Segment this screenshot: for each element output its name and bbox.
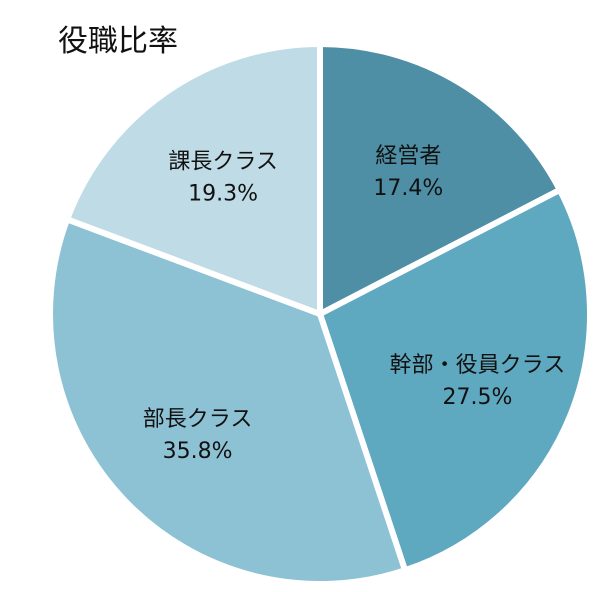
pie-slice-3 bbox=[47, 215, 409, 587]
pie-labels: 経営者 17.4% 幹部・役員クラス 27.5% 部長クラス 35.8% 課長クラス 19.3… bbox=[143, 144, 565, 464]
slice-label-4: 課長クラス bbox=[168, 149, 278, 174]
slice-percent-1: 17.4% bbox=[373, 176, 443, 201]
slice-label-3: 部長クラス bbox=[143, 407, 253, 432]
slice-percent-4: 19.3% bbox=[188, 181, 258, 206]
slice-label-1: 経営者 bbox=[375, 144, 441, 169]
pie-slice-4 bbox=[63, 40, 323, 319]
slice-percent-2: 27.5% bbox=[443, 385, 513, 410]
chart-title: 役職比率 bbox=[58, 24, 178, 59]
pie-slices bbox=[47, 40, 593, 587]
pie-slice-1 bbox=[317, 40, 564, 319]
slice-percent-3: 35.8% bbox=[163, 439, 233, 464]
slice-label-2: 幹部・役員クラス bbox=[390, 353, 566, 378]
pie-slice-2 bbox=[316, 185, 593, 575]
